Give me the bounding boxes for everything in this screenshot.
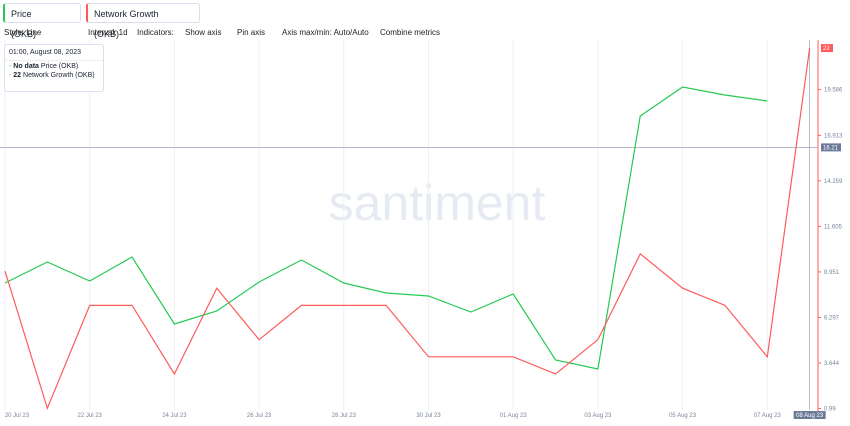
y-tick-label: 11.605 — [824, 224, 843, 230]
x-tick-label: 30 Jul 23 — [416, 413, 441, 419]
x-tick-label: 03 Aug 23 — [584, 413, 612, 419]
axis-maxmin[interactable]: Axis max/min: Auto/Auto — [282, 28, 369, 37]
tooltip-row: - 22 Network Growth (OKB) — [9, 72, 95, 79]
show-axis[interactable]: Show axis — [185, 28, 222, 37]
x-tick-label: 24 Jul 23 — [162, 413, 187, 419]
crosshair-label: 16.21 — [823, 145, 839, 151]
last-value-label: 22 — [823, 46, 830, 52]
crosshair-label-bg — [821, 143, 841, 152]
tab[interactable]: Network Growth (OKB) — [86, 3, 200, 39]
tooltip: 01:00, August 08, 2023 - No data Price (… — [4, 44, 104, 92]
y-tick-label: 16.913 — [824, 133, 843, 139]
y-tick-label: 8.951 — [824, 270, 840, 276]
y-tick-label: 14.259 — [824, 179, 843, 185]
x-tick-label: 28 Jul 23 — [332, 413, 357, 419]
crosshair-date-bg — [793, 411, 826, 419]
series-line — [4, 47, 811, 411]
tooltip-value: No data — [13, 63, 39, 70]
x-tick-label: 20 Jul 23 — [5, 413, 30, 419]
last-value-bg — [821, 44, 833, 53]
tooltip-row: - No data Price (OKB) — [9, 63, 79, 70]
tooltip-series: Price (OKB) — [40, 63, 79, 70]
y-tick-label: 3.644 — [824, 361, 840, 367]
y-tick-label: 0.99 — [824, 406, 836, 412]
x-tick-label: 07 Aug 23 — [754, 413, 782, 419]
pin-axis[interactable]: Pin axis — [237, 28, 266, 37]
x-tick-label: 08 Aug 23 — [796, 413, 824, 419]
x-tick-label: 01 Aug 23 — [500, 413, 528, 419]
tab[interactable]: Price (OKB) — [3, 3, 81, 39]
tooltip-series: Network Growth (OKB) — [23, 72, 95, 79]
tooltip-value: 22 — [13, 72, 22, 79]
y-tick-label: 19.586 — [824, 87, 843, 93]
x-tick-label: 05 Aug 23 — [669, 413, 697, 419]
watermark: santiment — [329, 175, 546, 231]
combine[interactable]: Combine metrics — [380, 28, 441, 37]
indicators[interactable]: Indicators: — [137, 28, 174, 37]
interval[interactable]: Interval: 1d — [88, 28, 128, 37]
x-tick-label: 22 Jul 23 — [78, 413, 103, 419]
tooltip-date: 01:00, August 08, 2023 — [5, 45, 103, 61]
style[interactable]: Style: Line — [4, 28, 42, 37]
series-line — [4, 86, 768, 370]
y-tick-label: 6.297 — [824, 315, 840, 321]
x-tick-label: 26 Jul 23 — [247, 413, 272, 419]
